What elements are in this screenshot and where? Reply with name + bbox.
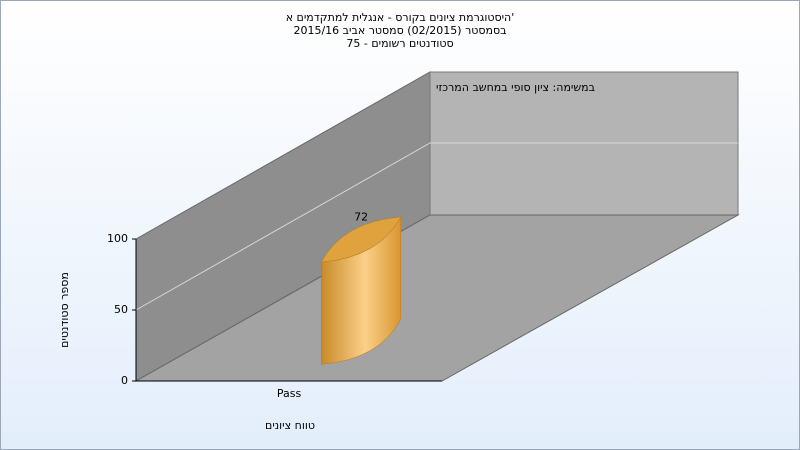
data-label: 72 xyxy=(354,211,368,224)
y-tick-label: 0 xyxy=(121,374,128,387)
y-axis-label: מספר סטודנטים xyxy=(58,272,71,348)
chart-title: היסטוגרמת ציונים בקורס - אנגלית למתקדמים… xyxy=(286,11,515,24)
chart-title: סטודנטים רשומים - 75 xyxy=(346,37,453,50)
bar-top xyxy=(320,216,402,263)
subtitle: במשימה: ציון סופי במחשב המרכזי xyxy=(436,81,595,94)
x-axis-label: טווח ציונים xyxy=(265,419,315,432)
grid-line xyxy=(135,142,738,311)
y-tick-label: 50 xyxy=(114,303,128,316)
x-tick-label: Pass xyxy=(277,387,302,400)
y-tick-label: 100 xyxy=(107,232,128,245)
chart-title: בסמסטר (02/2015) סמסטר אביב 2015/16 xyxy=(293,24,506,37)
